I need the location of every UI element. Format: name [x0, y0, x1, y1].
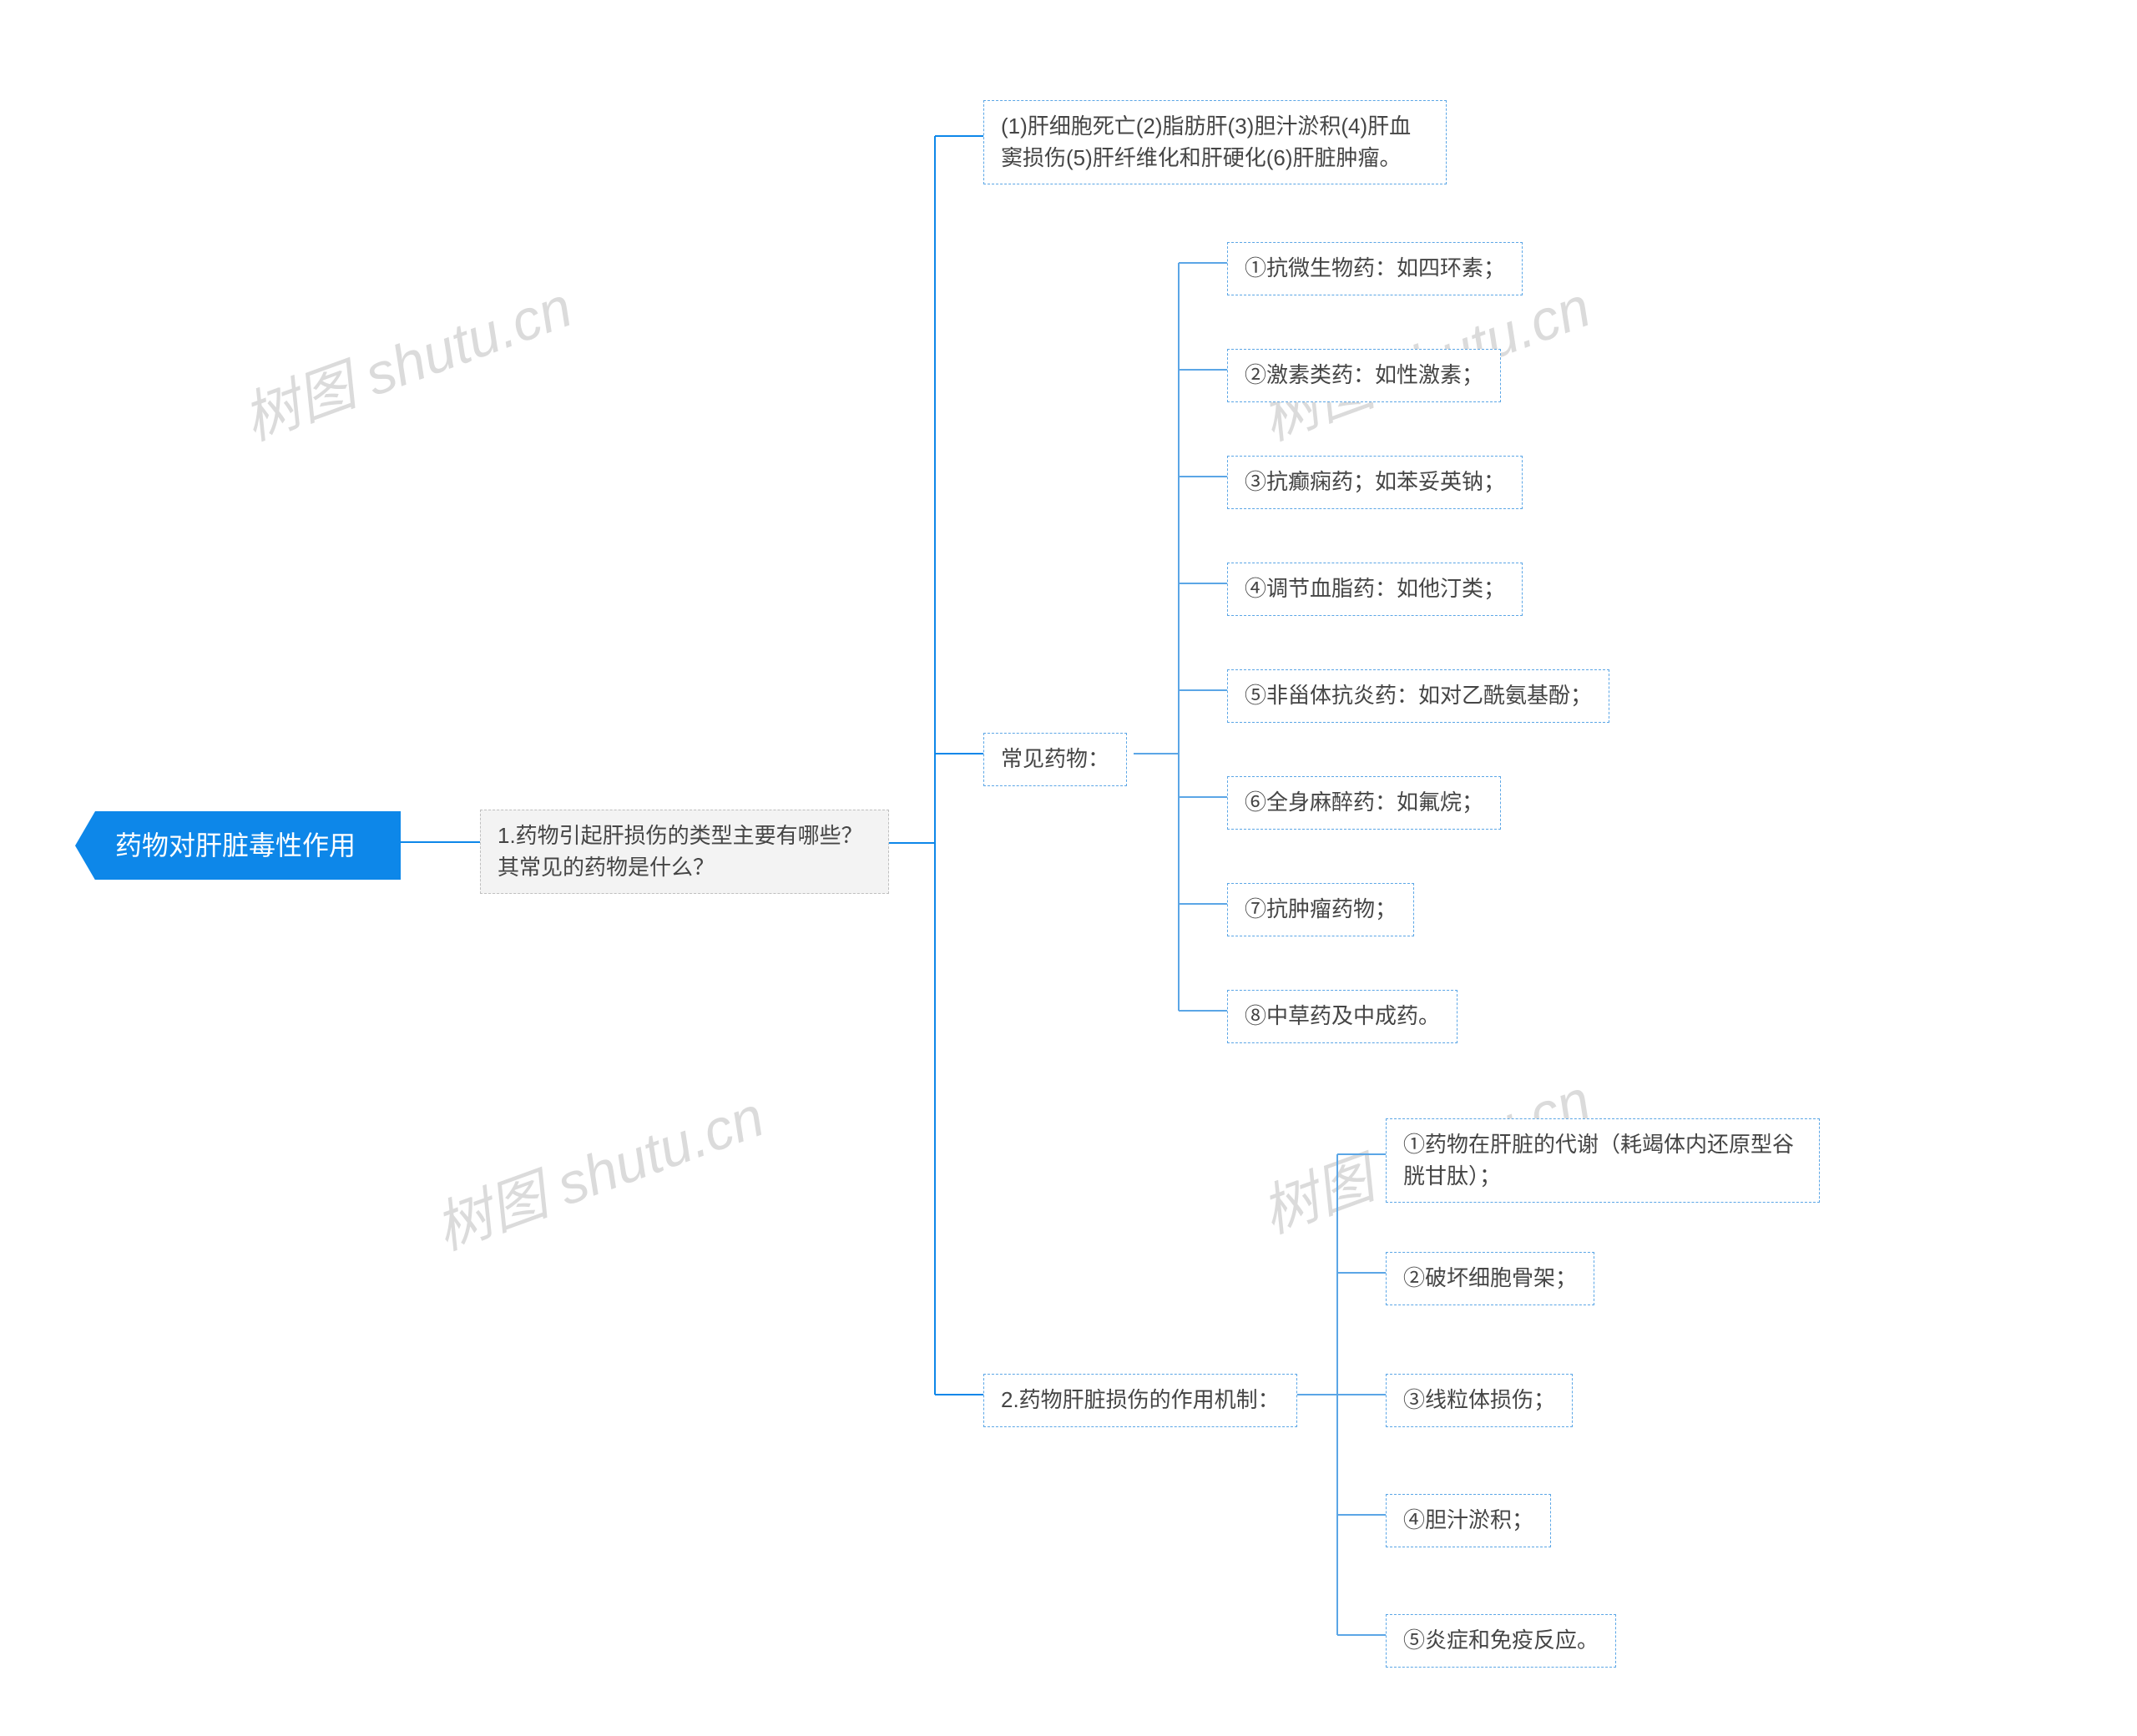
watermark: 树图 shutu.cn: [230, 261, 581, 457]
common-drugs-label[interactable]: 常见药物：: [983, 733, 1127, 786]
diagram-canvas: 树图 shutu.cn 树图 shutu.cn 树图 shutu.cn 树图 s…: [0, 0, 2137, 1736]
drug-item[interactable]: ①抗微生物药：如四环素；: [1227, 242, 1523, 295]
mechanism-item[interactable]: ⑤炎症和免疫反应。: [1386, 1614, 1616, 1668]
section-2[interactable]: 2.药物肝脏损伤的作用机制：: [983, 1374, 1297, 1427]
drug-item[interactable]: ⑦抗肿瘤药物；: [1227, 883, 1414, 936]
mechanism-item[interactable]: ④胆汁淤积；: [1386, 1494, 1551, 1547]
drug-item[interactable]: ⑥全身麻醉药：如氟烷；: [1227, 776, 1501, 830]
mechanism-item[interactable]: ①药物在肝脏的代谢（耗竭体内还原型谷胱甘肽）；: [1386, 1118, 1820, 1203]
drug-item[interactable]: ③抗癫痫药；如苯妥英钠；: [1227, 456, 1523, 509]
watermark: 树图 shutu.cn: [422, 1071, 773, 1266]
section-1[interactable]: 1.药物引起肝损伤的类型主要有哪些？其常见的药物是什么？: [480, 810, 889, 894]
mechanism-item[interactable]: ③线粒体损伤；: [1386, 1374, 1573, 1427]
drug-item[interactable]: ④调节血脂药：如他汀类；: [1227, 563, 1523, 616]
mechanism-item[interactable]: ②破坏细胞骨架；: [1386, 1252, 1594, 1305]
drug-item[interactable]: ⑧中草药及中成药。: [1227, 990, 1458, 1043]
drug-item[interactable]: ②激素类药：如性激素；: [1227, 349, 1501, 402]
root-node[interactable]: 药物对肝脏毒性作用: [75, 811, 401, 880]
drug-item[interactable]: ⑤非甾体抗炎药：如对乙酰氨基酚；: [1227, 669, 1609, 723]
liver-damage-types[interactable]: (1)肝细胞死亡(2)脂肪肝(3)胆汁淤积(4)肝血窦损伤(5)肝纤维化和肝硬化…: [983, 100, 1447, 184]
